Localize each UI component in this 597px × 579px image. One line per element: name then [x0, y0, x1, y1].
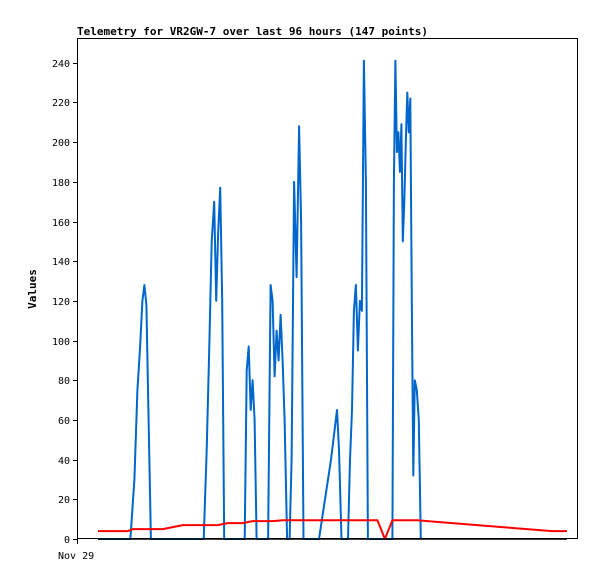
y-tick-label: 20	[58, 495, 70, 506]
y-tick-label: 100	[52, 337, 70, 348]
y-axis-label: Values	[26, 269, 39, 309]
y-tick-label: 240	[52, 59, 70, 70]
y-tick-label: 160	[52, 218, 70, 229]
y-tick-label: 200	[52, 138, 70, 149]
chart-title: Telemetry for VR2GW-7 over last 96 hours…	[77, 25, 428, 38]
series-layer	[98, 59, 567, 540]
y-tick-label: 40	[58, 456, 70, 467]
series-line-2	[98, 519, 567, 540]
x-tick-label: Nov 29	[58, 551, 94, 562]
x-axis: Nov 29	[58, 539, 94, 562]
y-tick-label: 60	[58, 416, 70, 427]
plot-area-frame	[77, 38, 578, 539]
y-tick-label: 140	[52, 257, 70, 268]
y-tick-label: 220	[52, 98, 70, 109]
y-tick-label: 0	[64, 535, 70, 546]
y-tick-label: 180	[52, 178, 70, 189]
y-tick-label: 80	[58, 376, 70, 387]
y-tick-label: 120	[52, 297, 70, 308]
series-line-1	[98, 59, 422, 540]
y-axis: 0 20 40 60 80 100 120 140 160 180 200 220 240	[52, 59, 78, 546]
